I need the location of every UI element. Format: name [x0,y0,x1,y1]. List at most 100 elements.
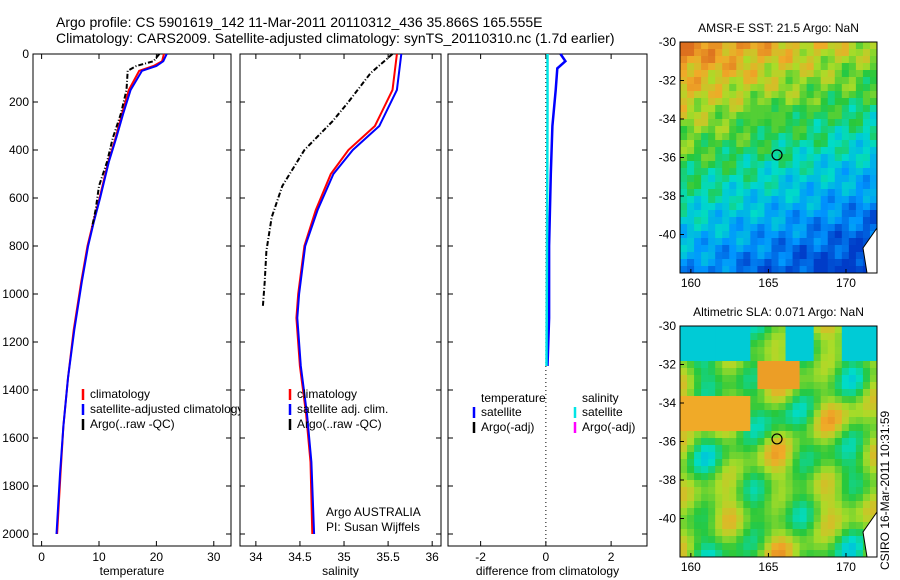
sla-map-cell [771,480,779,488]
sla-map-ytick-label: -36 [659,435,677,449]
sla-map-cell [834,501,843,509]
sst-map-cell [687,42,695,50]
sla-map-cell [729,494,737,502]
sla-map-cell [862,466,871,474]
depth-tick-label: 1600 [2,431,29,445]
sst-map-cell [869,175,878,183]
sla-map-cell [792,522,801,530]
sla-map-cell [750,487,758,495]
sla-map-cell [694,543,702,551]
sla-map-cell [771,375,779,383]
sla-map-cell [785,396,794,404]
sla-map-cell [687,543,695,551]
sla-map-cell [701,382,709,390]
sst-map-cell [694,231,702,239]
sst-map-cell [708,140,716,148]
sst-map-cell [834,98,843,106]
sla-map-cell [820,529,829,537]
sst-map-cell [855,259,864,267]
sla-map-cell [806,522,815,530]
sla-map-cell [694,361,702,369]
sla-map-cell [848,375,857,383]
sla-map-cell [736,354,744,362]
sst-map-cell [757,49,765,57]
sla-map-cell [827,522,836,530]
sla-map-cell [862,438,871,446]
sla-map-cell [862,487,871,495]
sla-map-cell [869,340,878,348]
sla-map-cell [778,487,787,495]
sst-map-cell [743,42,751,50]
depth-tick-label: 1800 [2,479,29,493]
sst-map-cell [834,154,843,162]
sla-map-cell [785,501,794,509]
sst-map-cell [722,196,730,204]
sst-map-cell [869,112,878,120]
sla-map-cell [841,354,850,362]
sla-map-cell [820,508,829,516]
sla-map-cell [813,501,822,509]
sst-map-cell [743,112,751,120]
sst-map-cell [813,49,822,57]
sst-map-cell [806,175,815,183]
sst-map-cell [680,84,688,92]
sst-map-cell [757,70,765,78]
sla-map-cell [862,508,871,516]
sla-map-cell [806,417,815,425]
sst-map-cell [806,266,815,274]
sla-map-cell [827,410,836,418]
sla-map-cell [694,529,702,537]
sla-map-cell [680,410,688,418]
sla-map-cell [708,501,716,509]
sst-map-cell [862,42,871,50]
sst-map-cell [701,133,709,141]
sst-map-ytick-label: -32 [659,74,677,88]
sla-map-cell [799,536,808,544]
sla-map-cell [680,487,688,495]
temperature-series-line [55,53,168,535]
sst-map-cell [792,210,801,218]
sla-map-cell [687,501,695,509]
sst-map-cell [708,63,716,71]
sla-map-cell [820,494,829,502]
sla-map-xtick-label: 165 [758,560,778,574]
sla-map-cell [848,529,857,537]
sla-map-cell [813,389,822,397]
sst-map-cell [813,224,822,232]
sst-map-cell [715,203,723,211]
sst-map-cell [820,196,829,204]
sla-map-cell [680,473,688,481]
sst-map-cell [771,133,779,141]
sla-map-cell [687,333,695,341]
sst-map-cell [813,42,822,50]
sst-map-cell [729,210,737,218]
sst-map-cell [757,182,765,190]
sst-map-cell [778,210,787,218]
sst-map-cell [743,182,751,190]
sst-map-cell [743,49,751,57]
sla-map-cell [785,529,794,537]
sst-map-cell [799,231,808,239]
sla-map-cell [694,424,702,432]
sst-map-cell [736,231,744,239]
sla-map-cell [750,452,758,460]
sla-map-cell [834,529,843,537]
sla-map-cell [820,480,829,488]
sla-map-cell [722,480,730,488]
sst-map-cell [708,252,716,260]
sla-map-cell [764,361,772,369]
sla-map-cell [806,410,815,418]
sla-map-cell [715,452,723,460]
difference-xtick-label: 2 [608,550,615,564]
sst-map-cell [869,84,878,92]
sla-map-cell [694,333,702,341]
sla-map-cell [771,515,779,523]
sla-map-cell [827,466,836,474]
sst-map-cell [687,147,695,155]
difference-legend-entry: satellite [481,405,522,419]
sst-map-cell [792,105,801,113]
sla-map-cell [743,389,751,397]
sla-map-cell [743,438,751,446]
sst-map-cell [722,203,730,211]
